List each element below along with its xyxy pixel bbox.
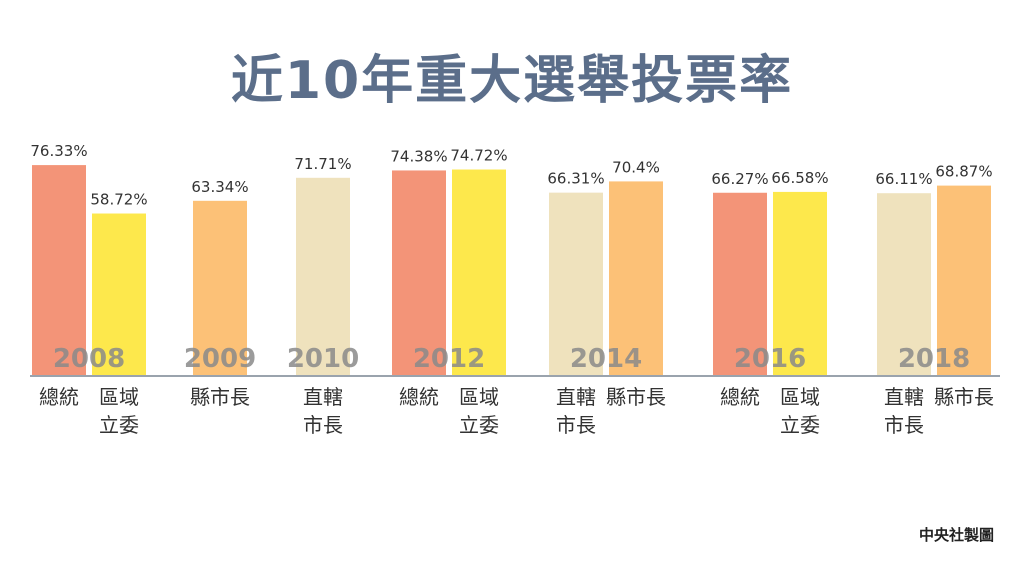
data-label: 66.27%: [711, 170, 768, 188]
category-label: 縣市長: [606, 385, 666, 409]
category-label: 直轄: [303, 385, 343, 409]
bar: [773, 191, 827, 375]
bar: [392, 170, 446, 375]
category-label: 區域: [459, 385, 499, 409]
bar: [937, 185, 991, 375]
source-credit: 中央社製圖: [918, 526, 994, 544]
year-label: 2014: [570, 344, 642, 374]
bar: [92, 213, 146, 375]
bar: [713, 192, 767, 375]
category-label: 總統: [720, 385, 760, 409]
category-label: 市長: [303, 413, 343, 437]
data-label: 66.11%: [875, 170, 932, 188]
category-label: 區域: [780, 385, 820, 409]
data-label: 58.72%: [90, 191, 147, 209]
data-label: 66.31%: [547, 170, 604, 188]
category-label: 總統: [39, 385, 79, 409]
year-label: 2018: [898, 344, 970, 374]
year-label: 2012: [413, 344, 485, 374]
year-label: 2009: [184, 344, 256, 374]
category-label: 立委: [780, 413, 820, 437]
category-label: 區域: [99, 385, 139, 409]
category-label: 市長: [884, 413, 924, 437]
bar: [193, 200, 247, 375]
category-label: 立委: [99, 413, 139, 437]
bar: [32, 165, 86, 375]
category-label: 直轄: [556, 385, 596, 409]
category-label: 市長: [556, 413, 596, 437]
bar: [452, 169, 506, 375]
year-label: 2010: [287, 344, 359, 374]
data-label: 63.34%: [191, 178, 248, 196]
data-label: 74.38%: [390, 147, 447, 165]
bar: [549, 192, 603, 375]
data-label: 76.33%: [30, 142, 87, 160]
data-label: 71.71%: [294, 155, 351, 173]
year-label: 2008: [53, 344, 125, 374]
data-label: 74.72%: [450, 147, 507, 165]
category-label: 直轄: [884, 385, 924, 409]
data-label: 66.58%: [771, 169, 828, 187]
data-label: 68.87%: [935, 163, 992, 181]
category-label: 縣市長: [934, 385, 994, 409]
data-label: 70.4%: [612, 158, 660, 176]
bar: [609, 181, 663, 375]
category-label: 總統: [399, 385, 439, 409]
category-label: 縣市長: [190, 385, 250, 409]
bar: [877, 193, 931, 375]
bar: [296, 177, 350, 375]
category-label: 立委: [459, 413, 499, 437]
year-label: 2016: [734, 344, 806, 374]
chart-title: 近10年重大選舉投票率: [230, 51, 794, 111]
